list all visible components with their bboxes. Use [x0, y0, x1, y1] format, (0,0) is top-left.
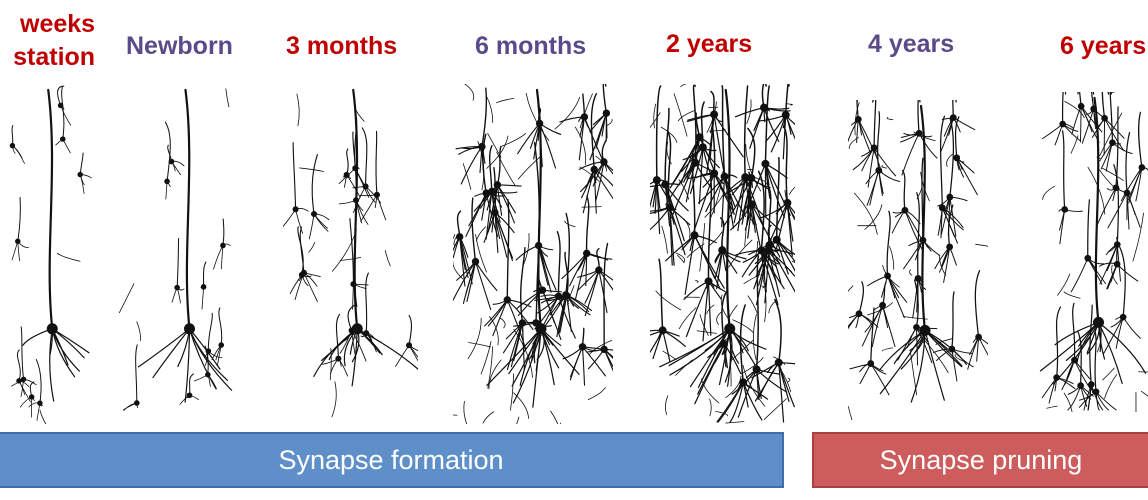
neuron-panel-4-years — [848, 100, 988, 420]
stage-label-3-months-text: 3 months — [286, 32, 398, 60]
stage-label-newborn-text: Newborn — [126, 32, 233, 60]
stage-label-2-years: 2 years — [666, 28, 752, 61]
stage-label-gestation-line1: weeks — [20, 10, 96, 38]
stage-label-6-months-text: 6 months — [475, 32, 587, 60]
neuron-panel-gestation — [0, 84, 95, 424]
neuron-drawing-newborn — [118, 88, 233, 412]
neuron-panel-2-years — [650, 84, 795, 424]
neuron-drawing-2-years — [650, 84, 795, 424]
neuron-drawing-3-months — [283, 88, 418, 418]
synapse-formation-label: Synapse formation — [278, 444, 504, 475]
neuron-drawing-gestation — [9, 85, 92, 424]
stage-label-6-months: 6 months — [475, 30, 586, 63]
neuron-panel-newborn — [118, 84, 248, 424]
neuron-drawing-4-years — [848, 100, 988, 420]
stage-label-4-years: 4 years — [868, 28, 954, 61]
stage-label-6-years: 6 years — [1060, 30, 1146, 63]
stage-label-newborn: Newborn — [126, 30, 233, 63]
stage-label-gestation: weeks station — [0, 8, 95, 74]
stage-label-2-years-text: 2 years — [666, 30, 753, 58]
synapse-formation-bar: Synapse formation — [0, 432, 784, 488]
synapse-pruning-bar: Synapse pruning — [812, 432, 1148, 488]
neuron-drawing-6-years — [1039, 92, 1148, 412]
neuron-panel-6-years — [1038, 92, 1148, 412]
neuron-panel-6-months — [453, 84, 613, 424]
stage-label-3-months: 3 months — [286, 30, 397, 63]
neuron-drawing-6-months — [453, 84, 613, 424]
neuron-panel-3-months — [283, 84, 418, 424]
stage-label-gestation-line2: station — [13, 43, 96, 71]
stage-label-4-years-text: 4 years — [868, 30, 955, 58]
stage-label-6-years-text: 6 years — [1060, 32, 1147, 60]
synapse-pruning-label: Synapse pruning — [879, 444, 1083, 475]
